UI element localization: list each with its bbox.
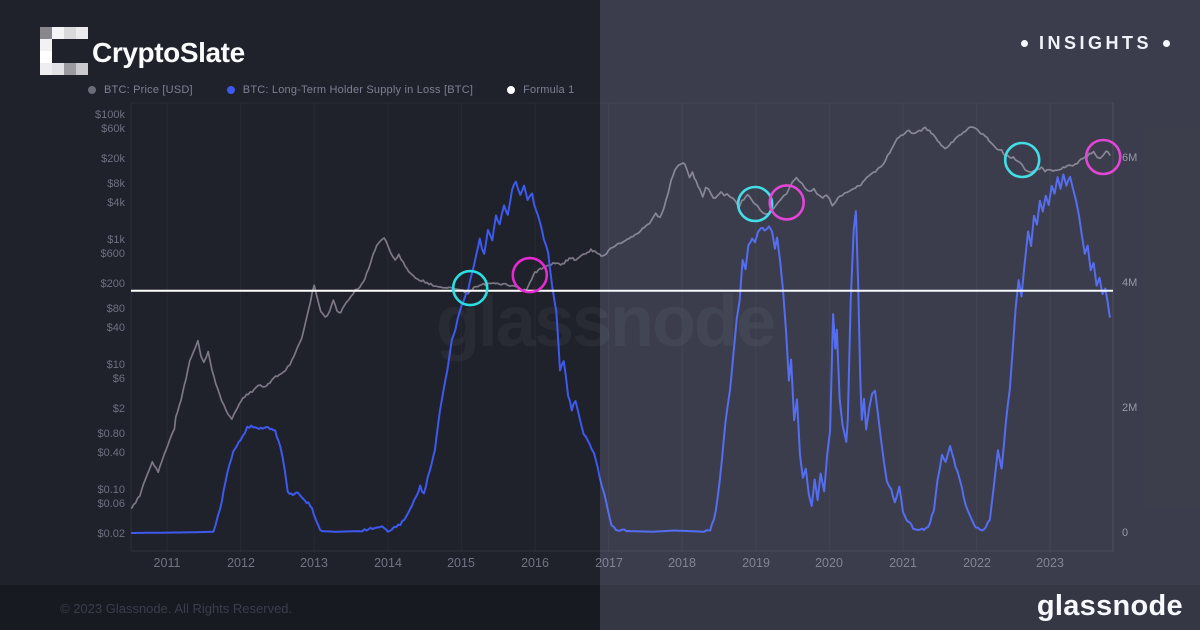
price-tick-label: $2 (112, 403, 125, 415)
insights-bullet-icon (1020, 40, 1028, 47)
supply-tick-label: 4M (1122, 277, 1138, 289)
price-tick-label: $0.06 (97, 498, 125, 510)
annotation-circle (451, 269, 489, 307)
legend-item-label: BTC: Price [USD] (104, 84, 193, 96)
annotation-circle (768, 184, 806, 221)
cryptoslate-logo (40, 27, 88, 75)
year-label: 2017 (595, 556, 623, 570)
price-line (131, 126, 1111, 509)
legend-dot-icon (226, 86, 235, 94)
year-label: 2021 (889, 556, 917, 570)
legend-dot-icon (507, 86, 516, 94)
legend-item-label: BTC: Long-Term Holder Supply in Loss [BT… (242, 84, 474, 96)
supply-tick-label: 2M (1122, 402, 1138, 414)
year-label: 2022 (963, 556, 991, 570)
legend-item-lth-supply-in-loss[interactable]: BTC: Long-Term Holder Supply in Loss [BT… (226, 84, 474, 96)
logo-pixel (64, 27, 76, 39)
price-tick-label: $600 (100, 248, 125, 260)
insights-bullet-icon (1163, 40, 1170, 47)
year-label: 2011 (153, 556, 181, 570)
logo-pixel (52, 63, 64, 75)
annotation-circle (511, 256, 549, 294)
year-label: 2014 (374, 556, 402, 570)
logo-pixel (40, 51, 52, 63)
logo-pixel (52, 27, 64, 39)
supply-tick-label: 0 (1122, 527, 1129, 539)
chart-legend: BTC: Price [USD] BTC: Long-Term Holder S… (88, 84, 574, 96)
price-tick-label: $0.80 (97, 428, 125, 440)
logo-pixel (40, 27, 52, 39)
legend-item-btc-price[interactable]: BTC: Price [USD] (88, 84, 193, 96)
year-label: 2013 (300, 556, 328, 570)
price-tick-label: $10 (106, 359, 125, 371)
price-tick-label: $1k (107, 234, 125, 246)
price-tick-label: $100k (95, 109, 125, 121)
glassnode-logo: glassnode (1036, 590, 1183, 622)
annotation-circle (736, 185, 774, 223)
legend-item-formula-1[interactable]: Formula 1 (507, 84, 574, 96)
price-tick-label: $80 (106, 303, 125, 315)
price-tick-label: $8k (107, 178, 125, 190)
price-tick-label: $4k (107, 197, 125, 209)
logo-pixel (76, 27, 88, 39)
price-tick-label: $0.40 (97, 447, 125, 459)
brand-title: CryptoSlate (92, 37, 245, 68)
legend-item-label: Formula 1 (523, 84, 575, 96)
price-tick-label: $6 (112, 373, 125, 385)
year-label: 2020 (815, 556, 843, 570)
price-tick-label: $0.10 (97, 484, 125, 496)
supply-tick-label: 6M (1122, 152, 1138, 164)
insights-badge: INSIGHTS (1020, 33, 1170, 54)
price-tick-label: $60k (101, 123, 125, 135)
logo-pixel (64, 63, 76, 75)
annotation-circle (1084, 138, 1122, 176)
logo-pixel (76, 63, 88, 75)
price-tick-label: $40 (106, 322, 125, 334)
supply-in-loss-line (131, 173, 1111, 534)
year-label: 2018 (668, 556, 696, 570)
price-tick-label: $200 (100, 278, 125, 290)
price-tick-label: $20k (101, 153, 125, 165)
year-label: 2019 (742, 556, 770, 570)
year-label: 2015 (447, 556, 475, 570)
header: CryptoSlate INSIGHTS (0, 0, 1200, 80)
copyright-text: © 2023 Glassnode. All Rights Reserved. (60, 601, 293, 616)
insights-label: INSIGHTS (1038, 33, 1152, 53)
price-tick-label: $0.02 (97, 528, 125, 540)
legend-dot-icon (88, 86, 96, 94)
year-label: 2012 (227, 556, 255, 570)
year-label: 2023 (1036, 556, 1064, 570)
logo-pixel (40, 63, 52, 75)
year-label: 2016 (521, 556, 549, 570)
glassnode-watermark: glassnode (436, 281, 776, 363)
annotation-circle (1003, 141, 1041, 179)
footer-band (0, 585, 1200, 630)
logo-pixel (40, 39, 52, 51)
